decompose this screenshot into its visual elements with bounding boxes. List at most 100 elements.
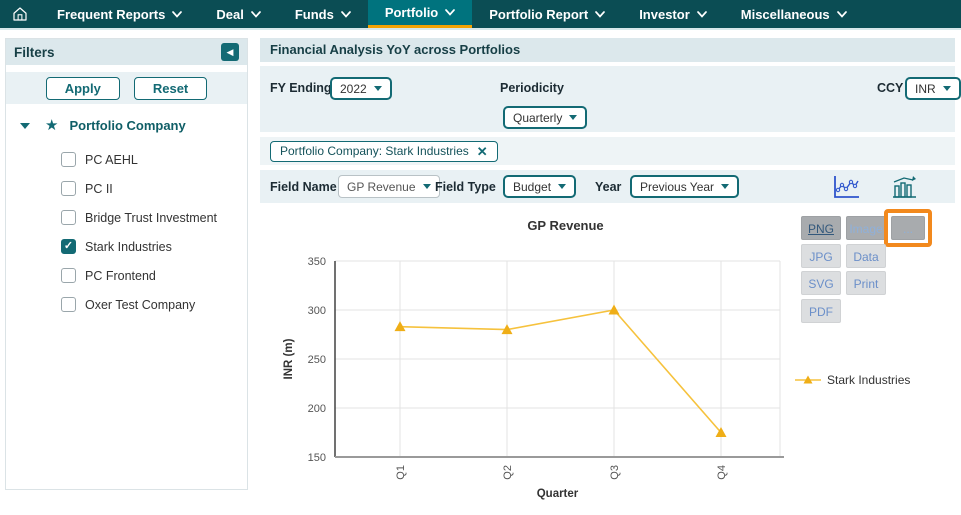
chart-area: 150 200 250 300 350 Q1 Q2 Q3 Q4 GP Revenue Quarter… bbox=[260, 203, 955, 506]
company-row-oxer-test-company[interactable]: Oxer Test Company bbox=[61, 290, 247, 319]
company-row-pc-aehl[interactable]: PC AEHL bbox=[61, 145, 247, 174]
export-svg-button[interactable]: SVG bbox=[801, 271, 841, 295]
company-row-stark-industries[interactable]: ✓ Stark Industries bbox=[61, 232, 247, 261]
chevron-left-icon: ◀ bbox=[226, 46, 234, 57]
export-pdf-button[interactable]: PDF bbox=[801, 299, 841, 323]
checkbox-unchecked[interactable] bbox=[61, 268, 76, 283]
fy-ending-dropdown[interactable]: 2022 bbox=[330, 77, 392, 100]
field-controls: Field Name GP Revenue Field Type Budget … bbox=[260, 170, 955, 203]
bar-chart-view-button[interactable] bbox=[888, 173, 920, 200]
data-point-marker[interactable] bbox=[501, 324, 513, 335]
x-axis-title: Quarter bbox=[537, 488, 579, 500]
year-dropdown[interactable]: Previous Year bbox=[630, 175, 740, 198]
y-tick-label: 250 bbox=[308, 354, 326, 366]
data-point-marker[interactable] bbox=[608, 304, 620, 315]
ccy-dropdown[interactable]: INR bbox=[905, 77, 961, 100]
checkbox-unchecked[interactable] bbox=[61, 210, 76, 225]
company-checkbox-list: PC AEHL PC II Bridge Trust Investment ✓ Star… bbox=[6, 133, 247, 319]
ccy-label: CCY bbox=[877, 81, 904, 95]
export-image-button[interactable]: Image bbox=[846, 216, 886, 240]
export-menu: PNG Image... JPG Data SVG Print PDF bbox=[801, 209, 941, 336]
checkbox-unchecked[interactable] bbox=[61, 181, 76, 196]
chevron-down-icon bbox=[250, 10, 261, 18]
field-type-label: Field Type bbox=[435, 180, 496, 194]
company-label: Oxer Test Company bbox=[85, 297, 196, 312]
chevron-down-icon bbox=[569, 115, 578, 120]
x-tick-label: Q1 bbox=[395, 465, 407, 480]
nav-item-investor[interactable]: Investor bbox=[622, 0, 724, 28]
legend-item-stark-industries[interactable]: Stark Industries bbox=[795, 373, 910, 387]
periodicity-value: Quarterly bbox=[513, 110, 563, 125]
periodicity-dropdown[interactable]: Quarterly bbox=[503, 106, 588, 129]
x-tick-label: Q2 bbox=[502, 465, 514, 480]
star-icon: ★ bbox=[45, 117, 59, 134]
export-data-button[interactable]: Data bbox=[846, 244, 886, 268]
x-tick-label: Q3 bbox=[609, 465, 621, 480]
year-value: Previous Year bbox=[640, 179, 715, 194]
x-tick-label: Q4 bbox=[716, 465, 728, 480]
checkbox-checked[interactable]: ✓ bbox=[61, 239, 76, 254]
year-label: Year bbox=[595, 180, 622, 194]
home-button[interactable] bbox=[0, 0, 40, 28]
chevron-down-icon bbox=[942, 86, 951, 91]
page-body: Filters ◀ Apply Reset ★ Portfolio Compan… bbox=[0, 30, 961, 506]
nav-item-miscellaneous[interactable]: Miscellaneous bbox=[724, 0, 864, 28]
field-type-value: Budget bbox=[513, 179, 552, 194]
nav-item-funds[interactable]: Funds bbox=[278, 0, 368, 28]
export-print-button[interactable]: Print bbox=[846, 271, 886, 295]
periodicity-label: Periodicity bbox=[500, 81, 564, 95]
company-label: Bridge Trust Investment bbox=[85, 210, 218, 225]
line-chart-icon bbox=[834, 175, 859, 198]
legend-label: Stark Industries bbox=[827, 373, 911, 387]
nav-item-label: Funds bbox=[294, 6, 334, 22]
checkbox-unchecked[interactable] bbox=[61, 297, 76, 312]
company-row-pc-frontend[interactable]: PC Frontend bbox=[61, 261, 247, 290]
field-type-dropdown[interactable]: Budget bbox=[503, 175, 577, 198]
nav-item-portfolio[interactable]: Portfolio bbox=[367, 0, 473, 28]
main-content: Financial Analysis YoY across Portfolios… bbox=[260, 38, 961, 506]
company-label: PC AEHL bbox=[85, 152, 138, 167]
chevron-down-icon bbox=[445, 9, 456, 16]
field-name-dropdown[interactable]: GP Revenue bbox=[338, 175, 440, 198]
chevron-down-icon bbox=[696, 10, 707, 18]
collapse-panel-button[interactable]: ◀ bbox=[221, 43, 239, 61]
reset-button[interactable]: Reset bbox=[133, 76, 208, 100]
nav-item-label: Portfolio bbox=[384, 5, 439, 20]
portfolio-company-chip[interactable]: Portfolio Company: Stark Industries ✕ bbox=[270, 140, 498, 162]
export-jpg-button[interactable]: JPG bbox=[801, 244, 841, 268]
apply-button[interactable]: Apply bbox=[45, 76, 120, 100]
more-options-button[interactable]: ... bbox=[891, 216, 925, 240]
chevron-down-icon bbox=[595, 10, 606, 18]
portfolio-company-tree-node[interactable]: ★ Portfolio Company bbox=[6, 104, 247, 133]
company-label: PC Frontend bbox=[85, 268, 156, 283]
nav-item-label: Deal bbox=[216, 6, 244, 22]
checkbox-unchecked[interactable] bbox=[61, 152, 76, 167]
data-point-marker[interactable] bbox=[394, 321, 406, 332]
filters-title: Filters bbox=[14, 44, 55, 60]
y-tick-label: 150 bbox=[308, 452, 326, 464]
close-icon[interactable]: ✕ bbox=[476, 143, 488, 159]
chevron-down-icon bbox=[836, 10, 847, 18]
series-line[interactable] bbox=[399, 309, 722, 434]
nav-item-portfolio-report[interactable]: Portfolio Report bbox=[472, 0, 622, 28]
line-chart-view-button[interactable] bbox=[830, 173, 862, 200]
export-png-button[interactable]: PNG bbox=[801, 216, 841, 240]
nav-item-label: Portfolio Report bbox=[489, 6, 589, 22]
chip-label: Portfolio Company: Stark Industries bbox=[280, 144, 469, 158]
filter-actions: Apply Reset bbox=[6, 72, 247, 104]
chart-title: GP Revenue bbox=[527, 218, 603, 233]
active-filters-row: Portfolio Company: Stark Industries ✕ bbox=[260, 137, 955, 165]
home-icon bbox=[13, 7, 27, 21]
fy-ending-value: 2022 bbox=[340, 81, 367, 96]
chevron-down-icon bbox=[340, 10, 351, 18]
company-row-pc-ii[interactable]: PC II bbox=[61, 174, 247, 203]
company-row-bridge-trust-investment[interactable]: Bridge Trust Investment bbox=[61, 203, 247, 232]
page-title: Financial Analysis YoY across Portfolios bbox=[260, 38, 955, 62]
nav-item-deal[interactable]: Deal bbox=[199, 0, 277, 28]
nav-item-label: Investor bbox=[639, 6, 690, 22]
data-point-marker[interactable] bbox=[715, 427, 727, 437]
gp-revenue-line-chart[interactable]: 150 200 250 300 350 Q1 Q2 Q3 Q4 GP Revenue Quarter… bbox=[260, 203, 800, 506]
fy-ending-label: FY Ending bbox=[270, 81, 332, 95]
caret-down-icon bbox=[20, 122, 30, 129]
nav-item-frequent-reports[interactable]: Frequent Reports bbox=[40, 0, 199, 28]
